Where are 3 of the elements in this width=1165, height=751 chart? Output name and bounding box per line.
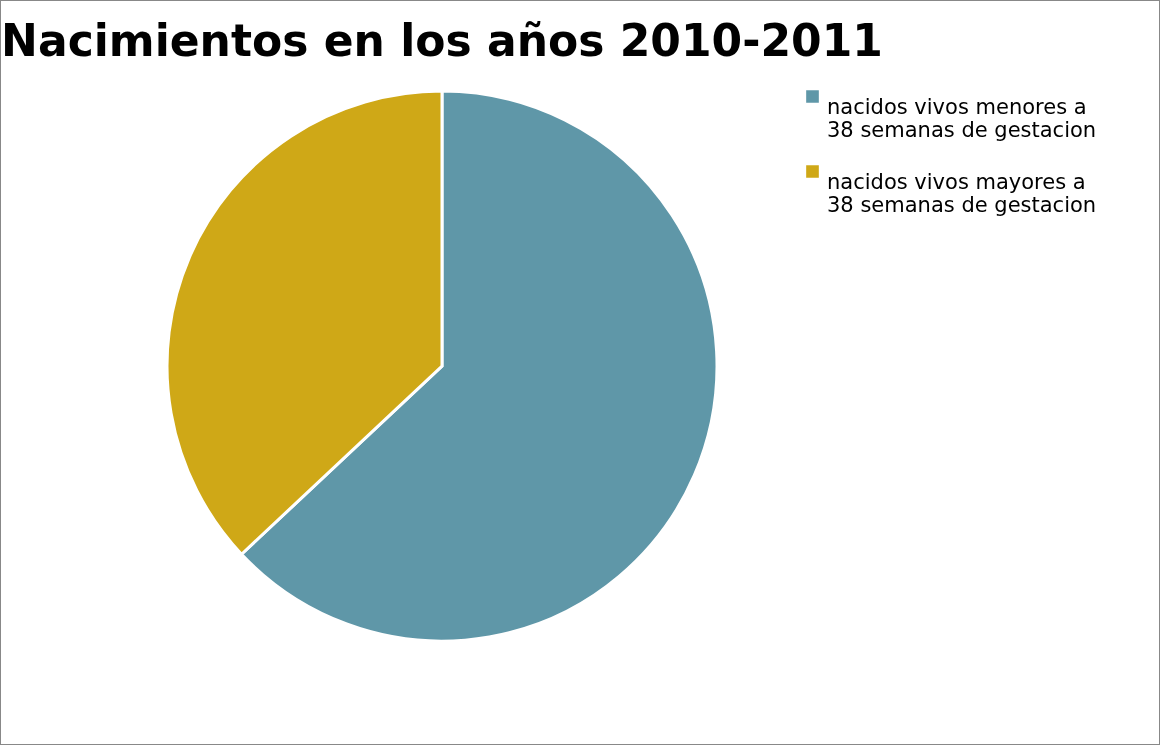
legend-label: nacidos vivos mayores a 38 semanas de gestacion [827, 169, 1097, 217]
legend-label: nacidos vivos menores a 38 semanas de gestacion [827, 94, 1097, 142]
chart-title: Nacimientos en los años 2010-2011 [1, 15, 883, 66]
